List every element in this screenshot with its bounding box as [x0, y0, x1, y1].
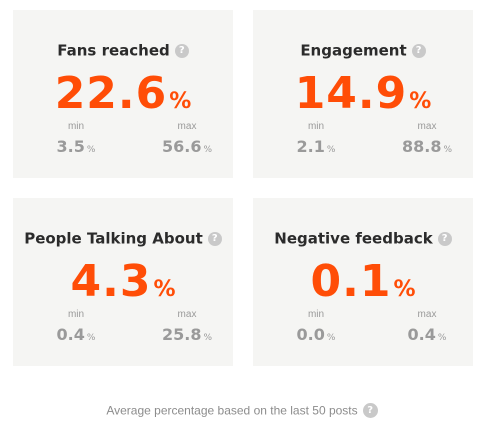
max-stat: max 56.6%	[147, 121, 227, 156]
metric-value: 14.9	[294, 68, 408, 119]
max-unit: %	[443, 145, 453, 155]
main-metric: 4.3%	[13, 256, 233, 307]
max-value: 0.4	[407, 325, 436, 344]
max-value: 56.6	[161, 137, 202, 156]
metric-unit: %	[409, 89, 432, 114]
help-icon[interactable]: ?	[174, 43, 189, 58]
footer-note: Average percentage based on the last 50 …	[0, 400, 484, 419]
metric-card-people-talking-about: People Talking About? 4.3% min 0.4% max …	[13, 198, 233, 366]
min-label: min	[67, 121, 85, 132]
min-unit: %	[86, 333, 96, 343]
max-unit: %	[437, 333, 447, 343]
metric-card-negative-feedback: Negative feedback? 0.1% min 0.0% max 0.4…	[253, 198, 473, 366]
footer-text: Average percentage based on the last 50 …	[106, 403, 358, 418]
max-value: 25.8	[161, 325, 202, 344]
card-header: Engagement?	[253, 40, 473, 60]
max-stat: max 25.8%	[147, 309, 227, 344]
metric-card-fans-reached: Fans reached? 22.6% min 3.5% max 56.6%	[13, 10, 233, 178]
max-label: max	[417, 309, 437, 320]
min-unit: %	[86, 145, 96, 155]
help-icon[interactable]: ?	[411, 43, 426, 58]
min-value: 0.0	[296, 325, 325, 344]
max-label: max	[177, 121, 197, 132]
metric-value: 4.3	[70, 256, 152, 307]
max-stat: max 0.4%	[387, 309, 467, 344]
min-label: min	[67, 309, 85, 320]
max-stat: max 88.8%	[387, 121, 467, 156]
max-unit: %	[203, 145, 213, 155]
min-unit: %	[326, 333, 336, 343]
metric-value: 22.6	[54, 68, 168, 119]
max-value: 88.8	[401, 137, 442, 156]
min-stat: min 0.0%	[276, 309, 356, 344]
main-metric: 22.6%	[13, 68, 233, 119]
metric-card-engagement: Engagement? 14.9% min 2.1% max 88.8%	[253, 10, 473, 178]
max-unit: %	[203, 333, 213, 343]
min-stat: min 3.5%	[36, 121, 116, 156]
card-title: People Talking About	[24, 229, 203, 248]
metric-unit: %	[393, 277, 416, 302]
help-icon[interactable]: ?	[362, 403, 378, 418]
max-label: max	[177, 309, 197, 320]
min-value: 3.5	[56, 137, 85, 156]
main-metric: 14.9%	[253, 68, 473, 119]
min-stat: min 2.1%	[276, 121, 356, 156]
metric-unit: %	[153, 277, 176, 302]
min-unit: %	[326, 145, 336, 155]
min-value: 2.1	[296, 137, 325, 156]
max-label: max	[417, 121, 437, 132]
main-metric: 0.1%	[253, 256, 473, 307]
card-header: People Talking About?	[13, 228, 233, 248]
metric-unit: %	[169, 89, 192, 114]
help-icon[interactable]: ?	[207, 231, 222, 246]
card-header: Negative feedback?	[253, 228, 473, 248]
min-label: min	[307, 121, 325, 132]
min-value: 0.4	[56, 325, 85, 344]
card-title: Engagement	[300, 41, 407, 60]
card-title: Negative feedback	[274, 229, 433, 248]
metric-value: 0.1	[310, 256, 392, 307]
min-label: min	[307, 309, 325, 320]
card-title: Fans reached	[57, 41, 170, 60]
help-icon[interactable]: ?	[437, 231, 452, 246]
card-header: Fans reached?	[13, 40, 233, 60]
min-stat: min 0.4%	[36, 309, 116, 344]
